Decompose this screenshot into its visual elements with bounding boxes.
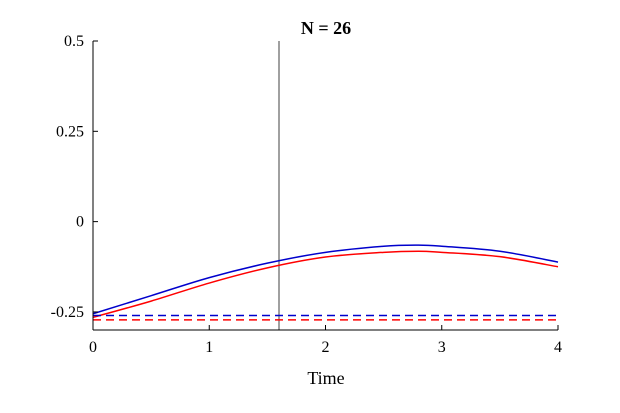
x-tick-label: 0	[89, 339, 97, 356]
series-line-2-solid	[92, 250, 559, 319]
x-tick-label: 3	[438, 339, 446, 356]
axes-layer: 0 1 2 3 4 -0.25 0 0.25 0.5	[51, 33, 562, 356]
x-axis-title: Time	[307, 368, 344, 388]
x-tick-label: 4	[554, 339, 562, 356]
series-layer	[92, 41, 559, 330]
y-tick-label: -0.25	[51, 304, 84, 321]
series-line-1-solid	[92, 244, 559, 315]
y-tick-label: 0.5	[64, 33, 84, 50]
chart-title: N = 26	[301, 18, 351, 38]
x-tick-label: 1	[205, 339, 213, 356]
y-tick-label: 0	[76, 214, 84, 231]
y-tick-label: 0.25	[56, 123, 84, 140]
x-tick-label: 2	[322, 339, 330, 356]
